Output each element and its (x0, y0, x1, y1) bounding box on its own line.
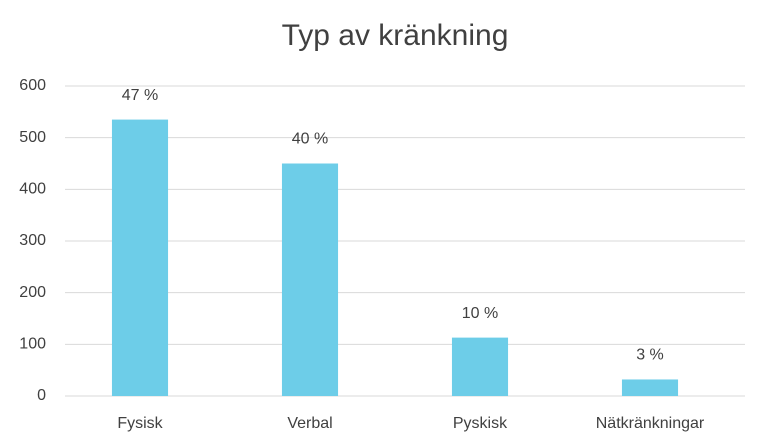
bar (451, 337, 509, 396)
y-tick-label: 400 (19, 181, 46, 198)
y-tick-label: 300 (19, 232, 46, 249)
data-label: 40 % (292, 131, 328, 148)
data-label: 10 % (462, 305, 498, 322)
x-tick-label: Verbal (287, 415, 332, 432)
x-tick-label: Pyskisk (453, 415, 508, 432)
y-tick-label: 500 (19, 129, 46, 146)
y-tick-label: 200 (19, 284, 46, 301)
y-tick-label: 100 (19, 336, 46, 353)
y-tick-label: 0 (37, 387, 46, 404)
bar (111, 119, 169, 396)
bar (621, 379, 679, 396)
x-tick-label: Nätkränkningar (596, 415, 705, 432)
data-label: 47 % (122, 87, 158, 104)
x-tick-label: Fysisk (117, 415, 163, 432)
bar (281, 163, 339, 396)
data-label: 3 % (636, 347, 664, 364)
y-tick-label: 600 (19, 77, 46, 94)
chart-title: Typ av kränkning (282, 19, 509, 52)
